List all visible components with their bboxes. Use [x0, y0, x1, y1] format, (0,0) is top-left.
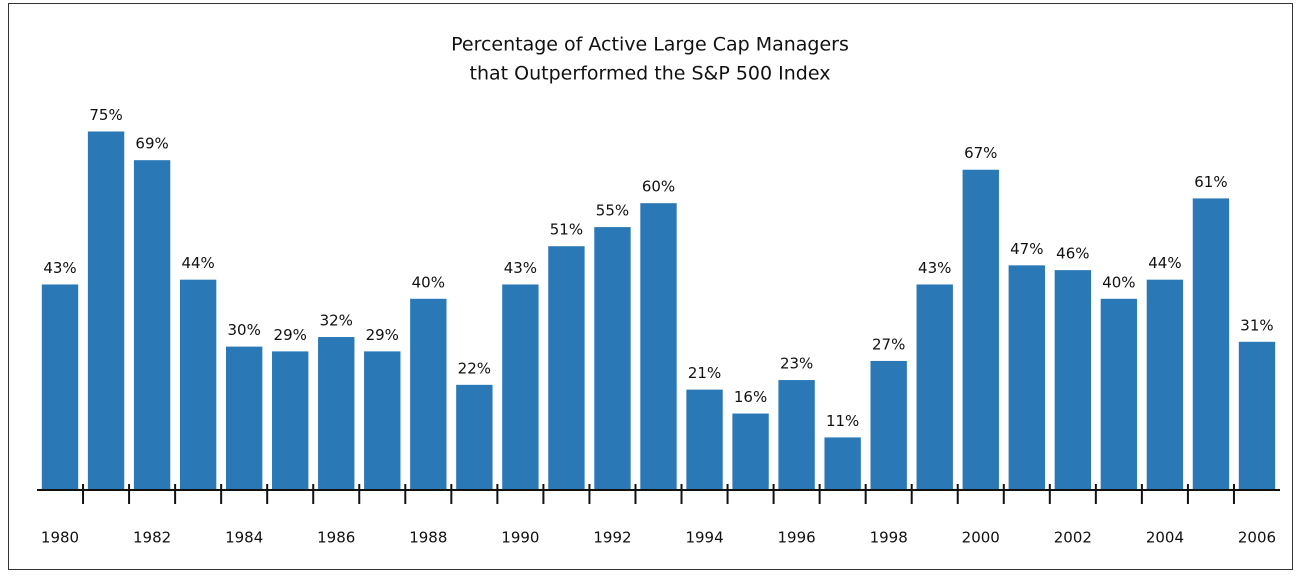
data-label: 43% — [504, 259, 537, 277]
bar — [1238, 341, 1276, 490]
x-tick-label: 2006 — [1238, 529, 1276, 547]
bar — [364, 351, 401, 490]
bar — [1100, 298, 1138, 490]
data-label: 21% — [688, 364, 721, 382]
data-label: 43% — [918, 259, 951, 277]
data-label: 47% — [1010, 240, 1043, 258]
x-tick-label: 1986 — [317, 529, 355, 547]
bar — [272, 351, 309, 490]
chart-title: Percentage of Active Large Cap Managers — [451, 34, 849, 56]
data-label: 61% — [1194, 173, 1227, 191]
x-tick-label: 1998 — [870, 529, 908, 547]
bar — [1054, 270, 1092, 490]
data-label: 29% — [274, 326, 307, 344]
data-label: 11% — [826, 412, 859, 430]
data-label: 23% — [780, 355, 813, 373]
x-tick-label: 1990 — [501, 529, 539, 547]
bar — [410, 298, 447, 490]
bar — [179, 279, 217, 490]
bar — [962, 169, 999, 491]
bar — [133, 160, 171, 490]
bar — [225, 346, 263, 490]
x-tick-label: 1982 — [133, 529, 171, 547]
data-label: 27% — [872, 335, 905, 353]
bar — [870, 360, 907, 490]
data-label: 55% — [596, 202, 629, 220]
bar — [318, 337, 355, 490]
data-label: 67% — [964, 144, 997, 162]
data-label: 22% — [458, 359, 491, 377]
bar — [41, 284, 79, 490]
x-tick-label: 1994 — [685, 529, 723, 547]
data-label: 16% — [734, 388, 767, 406]
bar — [548, 246, 585, 490]
x-tick-label: 1984 — [225, 529, 263, 547]
data-label: 51% — [550, 221, 583, 239]
bar — [87, 131, 125, 490]
data-label: 75% — [89, 106, 122, 124]
chart-subtitle: that Outperformed the S&P 500 Index — [470, 63, 831, 85]
bar — [1008, 265, 1045, 490]
bar — [778, 380, 815, 490]
x-tick-label: 1996 — [778, 529, 816, 547]
chart-frame — [8, 3, 1293, 570]
data-label: 40% — [1102, 273, 1135, 291]
bar — [1146, 279, 1184, 490]
bar — [502, 284, 539, 490]
data-label: 44% — [1148, 254, 1181, 272]
data-label: 44% — [181, 254, 214, 272]
x-tick-label: 1988 — [409, 529, 447, 547]
data-label: 32% — [320, 312, 353, 330]
bar — [732, 413, 769, 490]
x-tick-label: 2000 — [962, 529, 1000, 547]
bar — [916, 284, 953, 490]
x-tick-label: 1980 — [41, 529, 79, 547]
data-label: 46% — [1056, 245, 1089, 263]
data-label: 69% — [135, 135, 168, 153]
data-label: 43% — [43, 259, 76, 277]
x-tick-label: 1992 — [593, 529, 631, 547]
data-label: 60% — [642, 178, 675, 196]
bar — [640, 203, 677, 490]
bar — [824, 437, 861, 490]
data-label: 30% — [227, 321, 260, 339]
bar — [1192, 198, 1230, 491]
bar — [456, 384, 493, 490]
data-label: 29% — [366, 326, 399, 344]
data-label: 40% — [412, 273, 445, 291]
bar — [594, 227, 631, 490]
x-tick-label: 2002 — [1054, 529, 1092, 547]
bar — [686, 389, 723, 490]
data-label: 31% — [1240, 316, 1273, 334]
x-tick-label: 2004 — [1146, 529, 1184, 547]
